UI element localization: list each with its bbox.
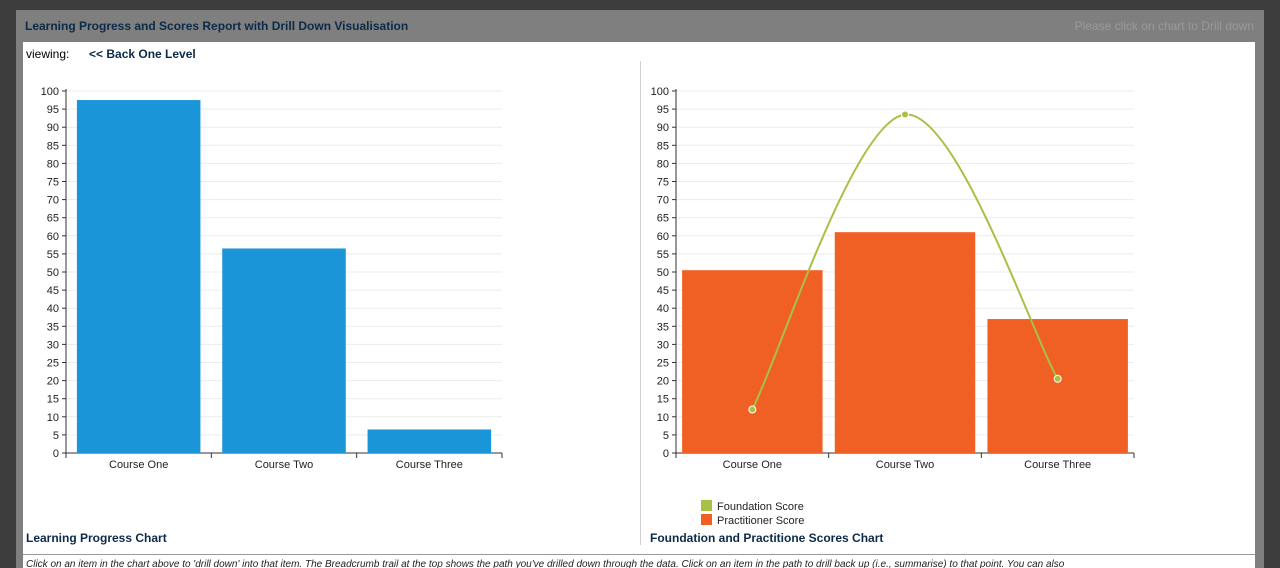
report-panel: Learning Progress and Scores Report with… [16, 10, 1264, 568]
bar-course-two [222, 248, 346, 453]
legend-item: Practitioner Score [717, 515, 804, 527]
panel-header: Learning Progress and Scores Report with… [16, 10, 1264, 42]
scores-chart[interactable]: 0 5 10 15 20 25 30 35 40 45 50 55 60 65 70 75 80 85 90 95 10… [647, 42, 1247, 527]
y-tick-label: 45 [47, 285, 59, 297]
y-tick-label: 35 [47, 321, 59, 333]
practitioner-bar-course-one [682, 270, 823, 453]
drill-hint: Please click on chart to Drill down [1074, 19, 1254, 33]
x-category-label: Course One [109, 459, 168, 471]
help-divider [23, 554, 1255, 555]
y-tick-label: 10 [657, 412, 669, 424]
legend-swatch [701, 500, 712, 511]
practitioner-bar-course-three [987, 319, 1128, 453]
y-tick-label: 25 [47, 358, 59, 370]
x-category-label: Course One [723, 459, 782, 471]
learning-progress-chart[interactable]: 0 5 10 15 20 25 30 35 40 45 50 55 60 65 70 75 80 85 90 95 10… [23, 42, 633, 522]
panel-title: Learning Progress and Scores Report with… [25, 19, 409, 33]
y-tick-label: 90 [47, 122, 59, 134]
y-tick-label: 90 [657, 122, 669, 134]
y-tick-label: 30 [47, 339, 59, 351]
practitioner-bar-course-two [834, 232, 976, 453]
x-category-label: Course Two [876, 459, 935, 471]
y-tick-label: 80 [47, 158, 59, 170]
y-tick-label: 5 [663, 430, 669, 442]
y-tick-label: 85 [657, 140, 669, 152]
y-tick-label: 40 [47, 303, 59, 315]
y-tick-label: 70 [47, 195, 59, 207]
y-tick-label: 30 [657, 339, 669, 351]
y-tick-label: 40 [657, 303, 669, 315]
bar-course-one [76, 100, 201, 454]
y-tick-label: 60 [657, 231, 669, 243]
x-category-label: Course Two [255, 459, 314, 471]
y-tick-label: 50 [47, 267, 59, 279]
y-tick-label: 85 [47, 140, 59, 152]
y-tick-label: 65 [47, 213, 59, 225]
y-tick-label: 20 [47, 376, 59, 388]
y-tick-label: 50 [657, 267, 669, 279]
legend-item: Foundation Score [717, 501, 804, 513]
y-tick-label: 15 [47, 394, 59, 406]
y-tick-label: 25 [657, 358, 669, 370]
y-tick-label: 15 [657, 394, 669, 406]
y-tick-label: 55 [657, 249, 669, 261]
y-tick-label: 45 [657, 285, 669, 297]
foundation-point-course-one [748, 405, 757, 414]
foundation-point-course-two [901, 110, 909, 119]
y-tick-label: 35 [657, 321, 669, 333]
y-tick-label: 0 [53, 448, 59, 460]
bar-course-three [367, 429, 492, 453]
viewing-label: viewing: [26, 47, 70, 61]
legend-swatch [701, 514, 712, 525]
learning-progress-chart-caption: Learning Progress Chart [26, 531, 167, 545]
y-tick-label: 100 [41, 86, 59, 98]
help-text: Click on an item in the chart above to '… [26, 559, 1065, 568]
y-tick-label: 10 [47, 412, 59, 424]
report-content: viewing: << Back One Level 0 5 10 15 20 25 30 3… [23, 42, 1255, 568]
back-one-level-link[interactable]: << Back One Level [89, 47, 196, 61]
x-category-label: Course Three [396, 459, 463, 471]
chart-divider [640, 61, 641, 545]
y-tick-label: 20 [657, 376, 669, 388]
y-tick-label: 65 [657, 213, 669, 225]
y-tick-label: 70 [657, 195, 669, 207]
foundation-point-course-three [1053, 374, 1062, 383]
scores-chart-caption: Foundation and Practitione Scores Chart [650, 531, 884, 545]
y-tick-label: 75 [47, 177, 59, 189]
y-tick-label: 55 [47, 249, 59, 261]
y-tick-label: 60 [47, 231, 59, 243]
y-tick-label: 95 [47, 104, 59, 116]
y-tick-label: 75 [657, 177, 669, 189]
y-tick-label: 95 [657, 104, 669, 116]
x-category-label: Course Three [1024, 459, 1091, 471]
y-tick-label: 5 [53, 430, 59, 442]
y-tick-label: 0 [663, 448, 669, 460]
y-tick-label: 80 [657, 158, 669, 170]
y-tick-label: 100 [651, 86, 669, 98]
